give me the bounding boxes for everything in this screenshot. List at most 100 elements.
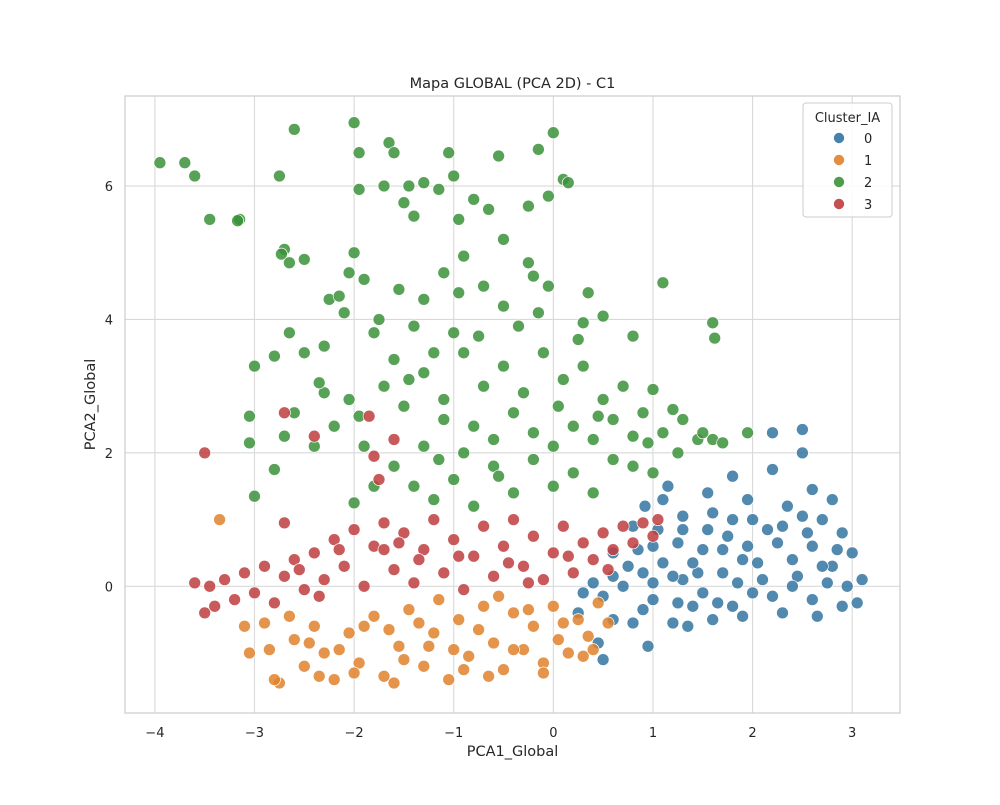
data-point [317,573,331,586]
data-point [317,339,331,353]
data-point [417,659,431,673]
data-point [472,329,485,343]
data-point [641,639,655,653]
data-point [297,659,311,673]
data-point [422,639,436,653]
data-point [507,513,520,526]
data-point [387,433,401,446]
data-point [397,196,411,210]
data-point [606,453,620,466]
data-point [362,409,376,423]
data-point [258,559,271,573]
data-point [546,479,560,493]
data-point [447,473,461,486]
data-point [482,203,495,216]
data-point [337,559,351,573]
data-point [586,643,600,656]
data-point [472,623,485,636]
data-point [497,359,510,373]
data-point [283,326,296,340]
data-point [626,429,640,443]
data-point [666,403,680,416]
data-point [412,616,426,630]
data-point [601,616,615,630]
data-point [527,619,540,633]
data-point [297,253,311,266]
data-point [507,643,520,656]
data-point [596,653,610,666]
data-point [218,573,231,586]
data-point [606,413,620,426]
data-point [716,436,730,450]
data-point [576,649,590,663]
data-point [397,399,411,413]
data-point [537,346,550,360]
data-point [487,636,500,650]
data-point [497,539,510,553]
data-point [761,523,774,536]
data-point [786,553,799,566]
data-point [671,536,685,550]
data-point [407,576,421,590]
data-point [203,213,217,226]
data-point [347,496,361,510]
data-point [402,373,416,386]
data-point [542,189,555,203]
data-point [497,663,510,676]
data-point [532,143,545,156]
data-point [377,179,391,193]
data-point [352,183,366,196]
data-point [302,636,316,650]
data-point [317,646,331,660]
legend-label: 1 [864,154,872,169]
data-point [287,553,301,566]
data-point [297,583,311,596]
data-point [546,599,560,613]
data-point [556,519,570,533]
data-point [696,586,710,600]
data-point [766,426,779,440]
data-point [537,666,550,680]
data-point [283,609,296,623]
data-point [427,493,441,506]
data-point [452,213,466,226]
data-point [352,146,366,160]
data-point [651,513,665,526]
data-point [576,536,590,550]
y-tick-label: 0 [105,580,113,595]
data-point [726,469,739,483]
data-point [671,596,685,610]
data-point [676,509,690,523]
data-point [701,523,715,536]
data-point [357,579,371,593]
data-point [437,413,451,426]
data-point [566,466,580,480]
data-point [756,573,769,586]
data-point [731,576,744,590]
data-point [437,566,451,580]
data-point [457,583,471,596]
data-point [641,436,655,450]
y-axis-label: PCA2_Global [83,359,99,451]
data-point [342,393,356,406]
data-point [417,293,431,306]
data-point [656,493,670,506]
data-point [273,169,286,183]
data-point [231,214,244,228]
data-point [741,539,754,553]
data-point [681,619,695,633]
data-point [701,486,715,500]
tick-labels: −4 −3 −2 −1 0 1 2 3 0 2 4 6 [105,180,857,741]
data-point [781,499,794,513]
data-point [312,376,326,390]
data-point [447,326,461,340]
plot-area-frame [124,95,901,714]
data-point [815,513,829,526]
data-point [810,609,824,623]
data-point [561,646,575,660]
data-point [347,523,361,536]
data-point [492,149,505,163]
data-point [656,276,670,290]
legend-label: 0 [864,132,872,147]
data-point [307,546,321,560]
